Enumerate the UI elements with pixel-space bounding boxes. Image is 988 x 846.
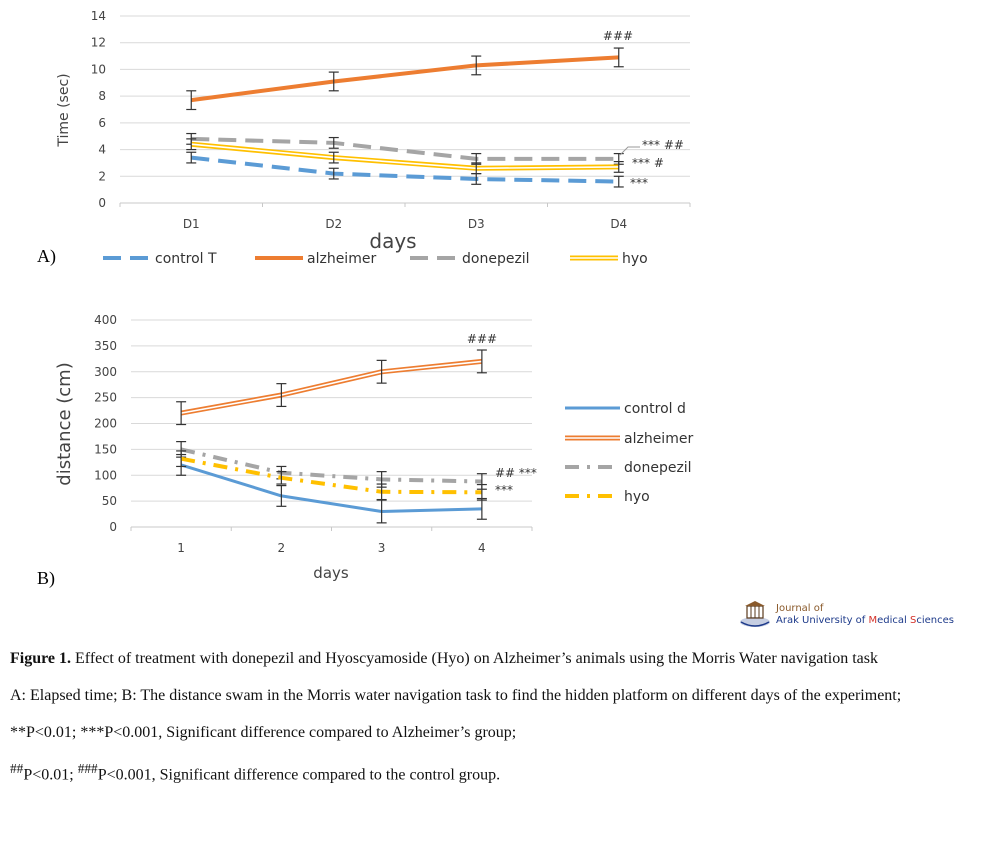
legend-label: hyo [624, 489, 650, 505]
x-tick-label: D1 [183, 217, 200, 231]
x-tick-label: 2 [278, 541, 286, 555]
y-axis-title: distance (cm) [54, 362, 75, 485]
panel-label-b: B) [37, 568, 55, 588]
y-tick-label: 200 [94, 417, 117, 431]
chart-b: 0 50 100 150 200 250 300 350 400 1 2 3 4 days distance… [54, 313, 693, 582]
y-tick-label: 4 [98, 143, 106, 157]
figure-caption-line4: ##P<0.01; ###P<0.001, Significant differ… [10, 761, 501, 784]
y-tick-label: 150 [94, 442, 117, 456]
significance-annotation: *** [630, 176, 648, 190]
journal-name-line2: Arak University of Medical Sciences [776, 615, 955, 626]
legend-label: alzheimer [307, 251, 376, 267]
series-line-donepezil [180, 447, 482, 484]
y-tick-label: 350 [94, 339, 117, 353]
series-line-donepezil [191, 136, 619, 161]
figure-caption-line2: A: Elapsed time; B: The distance swam in… [10, 687, 902, 704]
series-line-control-d [180, 463, 482, 513]
y-axis-title: Time (sec) [56, 73, 72, 147]
x-axis-title: days [369, 229, 416, 253]
x-tick-label: 1 [177, 541, 185, 555]
journal-emblem-icon [740, 601, 770, 627]
y-tick-label: 12 [91, 36, 106, 50]
series-line-control-T [191, 155, 619, 184]
y-tick-label: 8 [98, 89, 106, 103]
legend-label: donepezil [462, 251, 530, 267]
y-tick-label: 400 [94, 313, 117, 327]
y-tick-label: 300 [94, 365, 117, 379]
significance-annotation: *** [495, 483, 513, 497]
significance-annotation: *** # [632, 156, 664, 170]
figure-caption-title: Figure 1. Effect of treatment with donep… [10, 650, 878, 667]
figure-caption-line3: **P<0.01; ***P<0.001, Significant differ… [10, 724, 517, 741]
significance-annotation: ### [603, 29, 633, 43]
x-tick-label: D3 [468, 217, 485, 231]
legend-label: control d [624, 401, 686, 417]
y-tick-label: 14 [91, 9, 106, 23]
x-axis-title: days [313, 564, 349, 582]
y-tick-label: 2 [98, 169, 106, 183]
legend-label: alzheimer [624, 431, 693, 447]
significance-annotation: ## *** [495, 466, 537, 480]
y-tick-label: 250 [94, 391, 117, 405]
legend-label: control T [155, 251, 217, 267]
y-tick-label: 0 [98, 196, 106, 210]
y-tick-label: 50 [102, 494, 117, 508]
legend-label: donepezil [624, 460, 692, 476]
significance-annotation: *** ## [642, 138, 684, 152]
journal-logo: Journal of Arak University of Medical Sc… [738, 600, 968, 630]
series-line-hyo [180, 456, 482, 495]
panel-label-a: A) [37, 246, 56, 266]
y-tick-label: 6 [98, 116, 106, 130]
y-tick-label: 0 [109, 520, 117, 534]
y-tick-label: 100 [94, 468, 117, 482]
annotation-leader-line [619, 146, 640, 156]
significance-annotation: ### [467, 332, 497, 346]
journal-name-line1: Journal of [776, 603, 824, 614]
x-tick-label: D4 [610, 217, 627, 231]
legend-label: hyo [622, 251, 648, 267]
series-line-alzheimer [180, 360, 482, 414]
x-tick-label: 3 [378, 541, 386, 555]
chart-a: 0 2 4 6 8 10 12 14 D1 D2 D3 D4 days Time (sec) control… [56, 9, 691, 267]
series-line-hyo [191, 143, 619, 170]
series-line-alzheimer [191, 55, 619, 103]
x-tick-label: D2 [325, 217, 342, 231]
x-tick-label: 4 [478, 541, 486, 555]
y-tick-label: 10 [91, 62, 106, 76]
